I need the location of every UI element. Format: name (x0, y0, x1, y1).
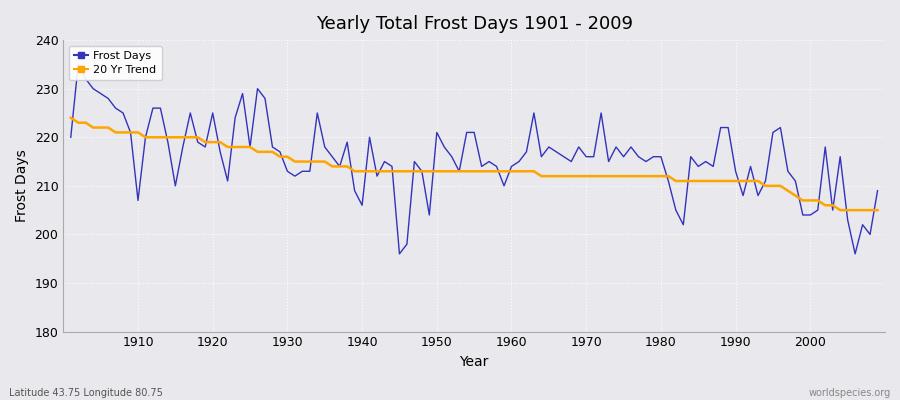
X-axis label: Year: Year (460, 355, 489, 369)
Text: Latitude 43.75 Longitude 80.75: Latitude 43.75 Longitude 80.75 (9, 388, 163, 398)
Legend: Frost Days, 20 Yr Trend: Frost Days, 20 Yr Trend (68, 46, 162, 80)
Title: Yearly Total Frost Days 1901 - 2009: Yearly Total Frost Days 1901 - 2009 (316, 15, 633, 33)
Text: worldspecies.org: worldspecies.org (809, 388, 891, 398)
Y-axis label: Frost Days: Frost Days (15, 150, 29, 222)
